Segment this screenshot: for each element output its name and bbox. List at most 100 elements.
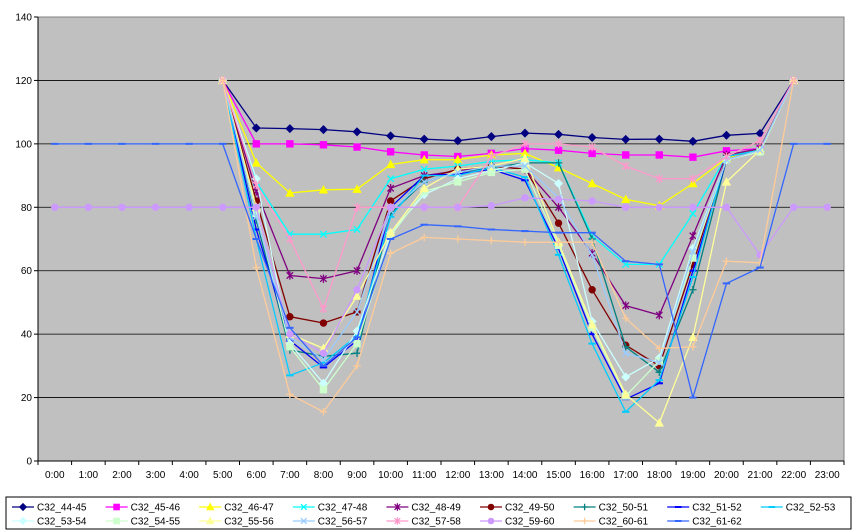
data-point: [318, 125, 328, 135]
series-line-C32_55-56: [222, 80, 795, 424]
legend-marker: [394, 517, 401, 525]
data-point: [554, 159, 563, 167]
data-point: [252, 263, 260, 272]
data-point: [386, 131, 396, 141]
legend-item: C32_47-48: [292, 503, 368, 514]
data-point: [385, 227, 396, 237]
legend-label: C32_61-62: [692, 517, 742, 528]
data-point: [252, 140, 260, 148]
data-point: [386, 249, 395, 257]
legend-marker: [581, 517, 588, 525]
data-point: [621, 372, 631, 382]
legend-item: C32_51-52: [667, 503, 742, 514]
legend: C32_44-45 C32_45-46 C32_46-47 C32_47-48 C32_…: [5, 496, 852, 530]
data-point: [286, 140, 294, 148]
y-tick-label: 40: [21, 330, 33, 341]
legend-label: C32_56-57: [318, 517, 368, 528]
series-line-C32_45-46: [222, 80, 795, 158]
data-point: [622, 161, 630, 171]
y-tick-label: 60: [21, 266, 33, 277]
data-point: [285, 124, 295, 134]
data-point: [487, 168, 496, 177]
plot-area: [37, 16, 845, 462]
series-C32_59-60: [51, 194, 831, 357]
data-point: [587, 178, 597, 188]
legend-marker: [205, 502, 215, 511]
data-point: [823, 203, 831, 211]
legend-label: C32_52-53: [786, 503, 836, 514]
data-point: [654, 418, 664, 427]
data-point: [688, 332, 698, 342]
legend-marker: [581, 503, 588, 511]
data-point: [219, 203, 227, 211]
legend-label: C32_54-55: [131, 517, 181, 528]
data-point: [453, 154, 463, 164]
x-tick-label: 18:00: [647, 470, 672, 481]
data-point: [689, 153, 697, 161]
data-point: [385, 159, 396, 169]
data-point: [621, 194, 631, 204]
data-point: [789, 203, 798, 211]
data-point: [521, 139, 529, 149]
series-line-C32_49-50: [222, 80, 795, 367]
series-line-C32_53-54: [222, 80, 795, 384]
x-tick-label: 1:00: [79, 470, 99, 481]
y-tick-label: 100: [15, 139, 32, 150]
legend-label: C32_50-51: [599, 503, 649, 514]
series-line-C32_46-47: [222, 80, 795, 207]
data-point: [386, 175, 395, 183]
data-point: [252, 180, 260, 190]
data-point: [588, 286, 596, 294]
x-tick-label: 4:00: [179, 470, 199, 481]
data-point: [353, 286, 361, 294]
legend-item: C32_55-56: [199, 517, 274, 528]
data-point: [453, 136, 463, 146]
data-point: [454, 235, 462, 243]
data-point: [689, 286, 697, 294]
x-tick-label: 19:00: [680, 470, 705, 481]
data-point: [655, 344, 663, 353]
legend-item: C32_52-53: [760, 503, 836, 514]
data-point: [520, 153, 530, 162]
legend-marker: [113, 517, 120, 525]
data-point: [689, 231, 697, 241]
data-point: [554, 203, 563, 212]
data-point: [622, 151, 630, 159]
data-point: [386, 203, 395, 211]
data-point: [554, 129, 564, 139]
data-point: [655, 203, 663, 211]
data-point: [622, 314, 630, 322]
data-point: [319, 408, 328, 416]
data-point: [622, 203, 630, 211]
legend-item: C32_59-60: [480, 517, 555, 528]
x-tick-label: 9:00: [347, 470, 367, 481]
data-point: [655, 310, 663, 320]
data-point: [756, 146, 764, 154]
data-point: [689, 174, 697, 183]
legend-item: C32_48-49: [386, 503, 461, 514]
data-point: [420, 203, 428, 211]
legend-marker: [18, 516, 28, 526]
legend-marker: [487, 503, 495, 511]
data-point: [454, 168, 462, 177]
data-point: [487, 236, 496, 245]
y-tick-label: 80: [21, 203, 33, 214]
data-point: [353, 203, 361, 212]
legend-item: C32_46-47: [199, 503, 274, 514]
legend-label: C32_47-48: [318, 503, 368, 514]
data-point: [286, 271, 294, 280]
series-line-C32_51-52: [222, 80, 795, 400]
legend-item: C32_50-51: [573, 503, 649, 514]
data-point: [318, 184, 329, 194]
data-point: [353, 308, 361, 316]
data-point: [419, 134, 429, 144]
x-tick-label: 5:00: [213, 470, 233, 481]
x-tick-label: 7:00: [280, 470, 300, 481]
series-line-C32_57-58: [222, 80, 795, 310]
data-point: [554, 195, 563, 204]
data-point: [352, 291, 362, 300]
x-tick-label: 20:00: [714, 470, 739, 481]
data-point: [487, 162, 496, 170]
legend-item: C32_54-55: [105, 517, 181, 528]
